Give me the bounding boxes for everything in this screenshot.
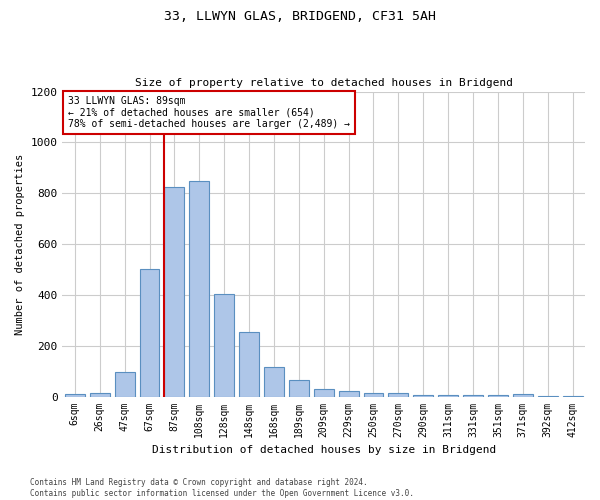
Bar xyxy=(90,394,110,396)
Bar xyxy=(115,372,134,396)
Bar xyxy=(388,393,409,396)
Bar xyxy=(65,394,85,396)
Bar xyxy=(264,367,284,396)
Text: 33, LLWYN GLAS, BRIDGEND, CF31 5AH: 33, LLWYN GLAS, BRIDGEND, CF31 5AH xyxy=(164,10,436,23)
Bar xyxy=(239,332,259,396)
Text: 33 LLWYN GLAS: 89sqm
← 21% of detached houses are smaller (654)
78% of semi-deta: 33 LLWYN GLAS: 89sqm ← 21% of detached h… xyxy=(68,96,350,130)
Text: Contains HM Land Registry data © Crown copyright and database right 2024.
Contai: Contains HM Land Registry data © Crown c… xyxy=(30,478,414,498)
Bar xyxy=(338,391,359,396)
Bar xyxy=(164,187,184,396)
Bar xyxy=(513,394,533,396)
Title: Size of property relative to detached houses in Bridgend: Size of property relative to detached ho… xyxy=(135,78,513,88)
Bar xyxy=(190,181,209,396)
Bar xyxy=(289,380,309,396)
Bar xyxy=(314,389,334,396)
Bar xyxy=(364,393,383,396)
Bar xyxy=(140,270,160,396)
X-axis label: Distribution of detached houses by size in Bridgend: Distribution of detached houses by size … xyxy=(152,445,496,455)
Bar xyxy=(214,294,234,397)
Y-axis label: Number of detached properties: Number of detached properties xyxy=(15,154,25,334)
